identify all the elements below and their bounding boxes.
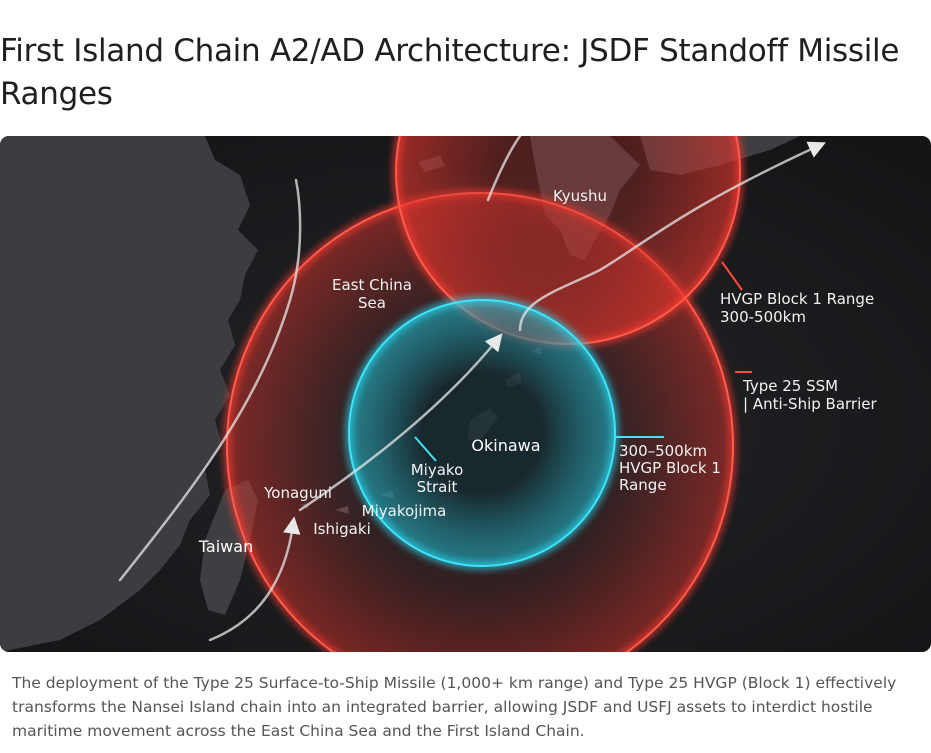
callout-text: | Anti-Ship Barrier <box>743 395 877 413</box>
place-label: Yonaguni <box>263 484 332 502</box>
arrow <box>118 178 302 582</box>
callout-text: 300–500km <box>619 442 707 460</box>
arrow <box>298 333 503 512</box>
callout-text: Range <box>619 476 667 494</box>
caption-line: transforms the Nansei Island chain into … <box>12 698 873 716</box>
callout-text: HVGP Block 1 <box>619 459 721 477</box>
callout-text: HVGP Block 1 Range <box>720 290 874 308</box>
callout-text: Type 25 SSM <box>742 377 838 395</box>
cyan-range-ring <box>348 299 616 567</box>
arrow <box>518 141 826 332</box>
mainland <box>0 136 258 652</box>
place-label: Okinawa <box>471 436 540 455</box>
movement-arrows <box>118 136 826 642</box>
leader-line <box>721 261 743 291</box>
caption-line: maritime movement across the East China … <box>12 722 585 740</box>
place-label: Miyakojima <box>362 502 447 520</box>
caption-line: The deployment of the Type 25 Surface-to… <box>12 674 897 692</box>
place-label: Taiwan <box>198 537 253 556</box>
title: First Island Chain A2/AD Architecture: J… <box>0 33 900 112</box>
arrow <box>208 516 301 642</box>
place-label: Miyako <box>411 461 464 479</box>
place-label: East China <box>332 276 412 294</box>
place-label: Sea <box>358 294 386 312</box>
place-label: Kyushu <box>553 187 607 205</box>
arrow <box>486 136 522 202</box>
callouts: HVGP Block 1 Range 300-500km Type 25 SSM… <box>619 290 877 494</box>
leader-line <box>414 436 437 462</box>
place-labels: Kyushu East China Sea Okinawa Miyako Str… <box>198 187 607 556</box>
place-label: Strait <box>417 478 458 496</box>
map: Kyushu East China Sea Okinawa Miyako Str… <box>0 136 931 652</box>
callout-text: 300-500km <box>720 308 806 326</box>
hvgp-range-area <box>396 136 740 344</box>
place-label: Ishigaki <box>313 520 370 538</box>
cyan-range-area <box>349 300 615 566</box>
